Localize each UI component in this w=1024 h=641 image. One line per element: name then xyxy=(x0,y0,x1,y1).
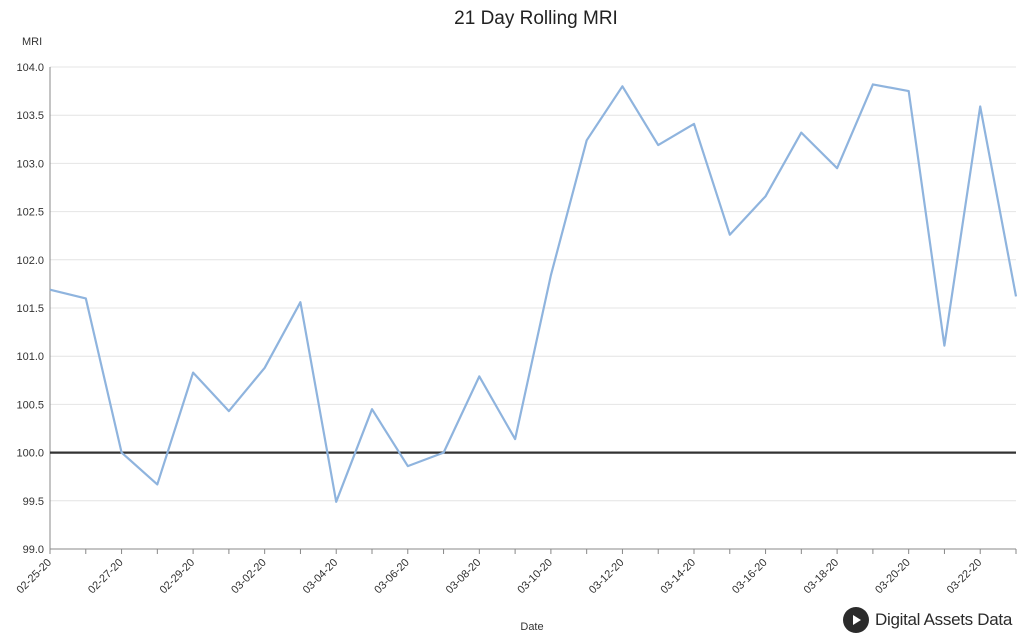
y-tick-label: 99.5 xyxy=(23,496,44,508)
x-tick-label: 03-02-20 xyxy=(229,557,269,597)
x-tick-label: 02-29-20 xyxy=(158,557,198,597)
x-tick-label: 03-10-20 xyxy=(515,557,555,597)
y-tick-label: 101.5 xyxy=(16,303,44,315)
series-line xyxy=(49,83,1018,503)
x-tick-labels: 02-25-20 02-27-20 02-29-20 03-02-20 03-04-20… xyxy=(14,557,984,597)
brand-text: Digital Assets Data xyxy=(875,610,1012,629)
y-tick-label: 102.5 xyxy=(16,207,44,219)
x-tick-label: 03-14-20 xyxy=(658,557,698,597)
x-tick-label: 03-06-20 xyxy=(372,557,412,597)
axes xyxy=(49,67,1017,554)
y-tick-label: 99.0 xyxy=(23,544,44,556)
y-tick-label: 102.0 xyxy=(16,255,44,267)
brand-logo: Digital Assets Data xyxy=(843,607,1012,633)
x-tick-label: 03-20-20 xyxy=(873,557,913,597)
x-tick-label: 03-18-20 xyxy=(802,557,842,597)
y-tick-label: 103.0 xyxy=(16,158,44,170)
y-tick-labels: 99.0 99.5 100.0 100.5 101.0 101.5 102.0 102.5 10… xyxy=(16,62,44,556)
y-axis-label: MRI xyxy=(22,36,42,48)
x-tick-label: 03-08-20 xyxy=(444,557,484,597)
x-tick-label: 02-27-20 xyxy=(86,557,126,597)
chart-title: 21 Day Rolling MRI xyxy=(454,8,618,29)
y-tick-label: 100.0 xyxy=(16,448,44,460)
y-tick-label: 104.0 xyxy=(16,62,44,74)
y-tick-label: 101.0 xyxy=(16,351,44,363)
play-circle-icon xyxy=(843,607,870,633)
grid xyxy=(50,66,1016,550)
x-axis-label: Date xyxy=(520,621,543,633)
y-tick-label: 100.5 xyxy=(16,399,44,411)
x-tick-label: 03-16-20 xyxy=(730,557,770,597)
x-tick-label: 03-04-20 xyxy=(301,557,341,597)
series-layer xyxy=(49,83,1018,503)
y-tick-label: 103.5 xyxy=(16,110,44,122)
x-tick-label: 03-22-20 xyxy=(945,557,985,597)
x-tick-label: 03-12-20 xyxy=(587,557,627,597)
x-tick-label: 02-25-20 xyxy=(14,557,54,597)
